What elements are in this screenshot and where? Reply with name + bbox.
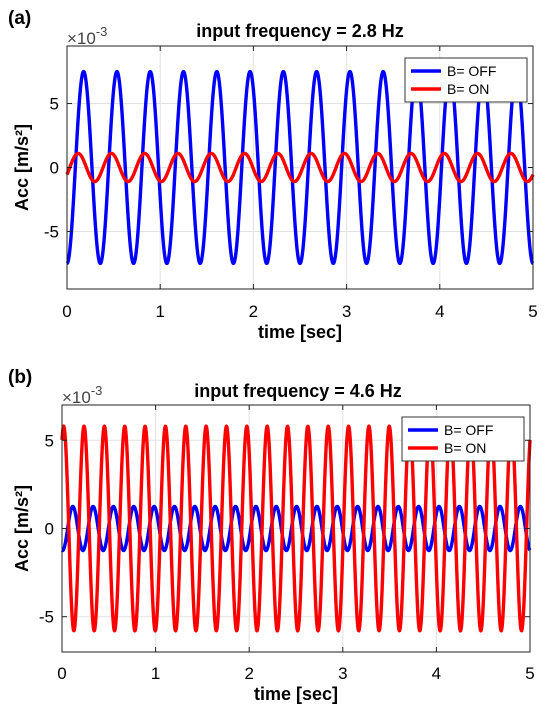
- panel-label: (b): [8, 367, 32, 388]
- x-tick-label: 1: [155, 302, 164, 321]
- legend-label-b-on: B= ON: [447, 81, 489, 97]
- legend-label-b-on: B= ON: [444, 440, 486, 456]
- x-tick-label: 5: [525, 664, 534, 683]
- x-tick-label: 0: [57, 664, 66, 683]
- y-tick-label: -5: [39, 608, 54, 627]
- x-tick-label: 5: [528, 302, 537, 321]
- x-tick-label: 1: [151, 664, 160, 683]
- series-line-b-on: [65, 151, 535, 184]
- exponent-label: ×10-3: [67, 24, 107, 48]
- y-tick-label: -5: [44, 222, 59, 241]
- x-tick-label: 2: [249, 302, 258, 321]
- x-axis-label: time [sec]: [254, 684, 338, 704]
- x-axis-label: time [sec]: [258, 322, 342, 342]
- exponent-label: ×10-3: [62, 383, 102, 407]
- x-tick-label: 0: [62, 302, 71, 321]
- legend-label-b-off: B= OFF: [447, 63, 496, 79]
- legend-label-b-off: B= OFF: [444, 422, 493, 438]
- exponent-power: -3: [96, 24, 108, 39]
- chart-title: input frequency = 2.8 Hz: [196, 21, 404, 41]
- x-tick-label: 4: [432, 664, 441, 683]
- exponent-base: ×10: [67, 29, 96, 48]
- y-tick-label: 5: [50, 95, 59, 114]
- exponent-base: ×10: [62, 388, 91, 407]
- chart-title: input frequency = 4.6 Hz: [194, 381, 402, 401]
- series-line-b-off: [65, 69, 535, 266]
- y-tick-label: 0: [50, 159, 59, 178]
- chart-panel-b: 0 1 2 3 4 5 -5 0 5 ×10-3 (b) input frequency = 4.6 …: [8, 367, 535, 704]
- legend: B= OFF B= ON: [404, 57, 528, 103]
- y-axis-label: Acc [m/s²]: [12, 124, 32, 211]
- x-tick-label: 2: [244, 664, 253, 683]
- x-tick-label: 3: [338, 664, 347, 683]
- legend: B= OFF B= ON: [401, 416, 525, 462]
- y-tick-label: 0: [45, 520, 54, 539]
- y-axis-label: Acc [m/s²]: [12, 485, 32, 572]
- x-tick-label: 3: [342, 302, 351, 321]
- y-tick-label: 5: [45, 431, 54, 450]
- legend-box: [404, 57, 528, 103]
- legend-box: [401, 416, 525, 462]
- panel-label: (a): [8, 8, 31, 29]
- exponent-power: -3: [91, 383, 103, 398]
- chart-panel-a: 0 1 2 3 4 5 -5 0 5 ×10-3 (a) input frequency = 2.8 …: [8, 8, 538, 342]
- x-tick-label: 4: [435, 302, 444, 321]
